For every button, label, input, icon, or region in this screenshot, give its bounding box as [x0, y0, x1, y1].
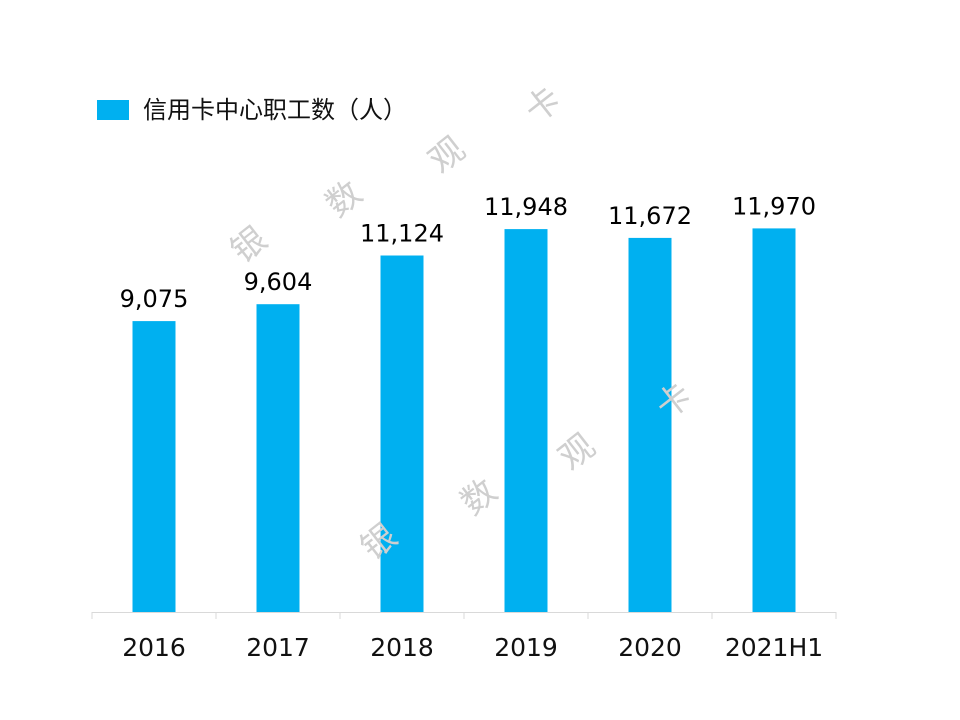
bar-2020: [628, 237, 672, 612]
x-tick-label: 2017: [246, 633, 310, 662]
bar-2019: [504, 229, 548, 612]
x-tick-label: 2018: [370, 633, 434, 662]
bar-value-label: 11,970: [732, 192, 816, 220]
x-tick-label: 2021H1: [725, 633, 823, 662]
bar-value-label: 11,672: [608, 202, 692, 230]
x-tick-label: 2019: [494, 633, 558, 662]
x-tick-label: 2020: [618, 633, 682, 662]
x-axis: [91, 612, 837, 619]
bar-value-label: 11,124: [360, 220, 444, 248]
bar-2021H1: [752, 228, 796, 612]
bar-value-label: 9,075: [120, 285, 189, 313]
bar-2017: [256, 304, 300, 612]
legend: 信用卡中心职工数（人）: [97, 98, 407, 122]
legend-label: 信用卡中心职工数（人）: [143, 96, 407, 124]
x-tick-label: 2016: [122, 633, 186, 662]
legend-swatch: [97, 100, 129, 120]
x-tick-labels: 2016 2017 2018 2019 2020 2021H1: [122, 633, 823, 662]
bars-group: [132, 228, 796, 612]
bar-value-label: 9,604: [244, 268, 313, 296]
bar-value-label: 11,948: [484, 193, 568, 221]
bar-2016: [132, 321, 176, 612]
bar-labels-group: 9,075 9,604 11,124 11,948 11,672 11,970: [120, 192, 816, 313]
bar-2018: [380, 255, 424, 612]
